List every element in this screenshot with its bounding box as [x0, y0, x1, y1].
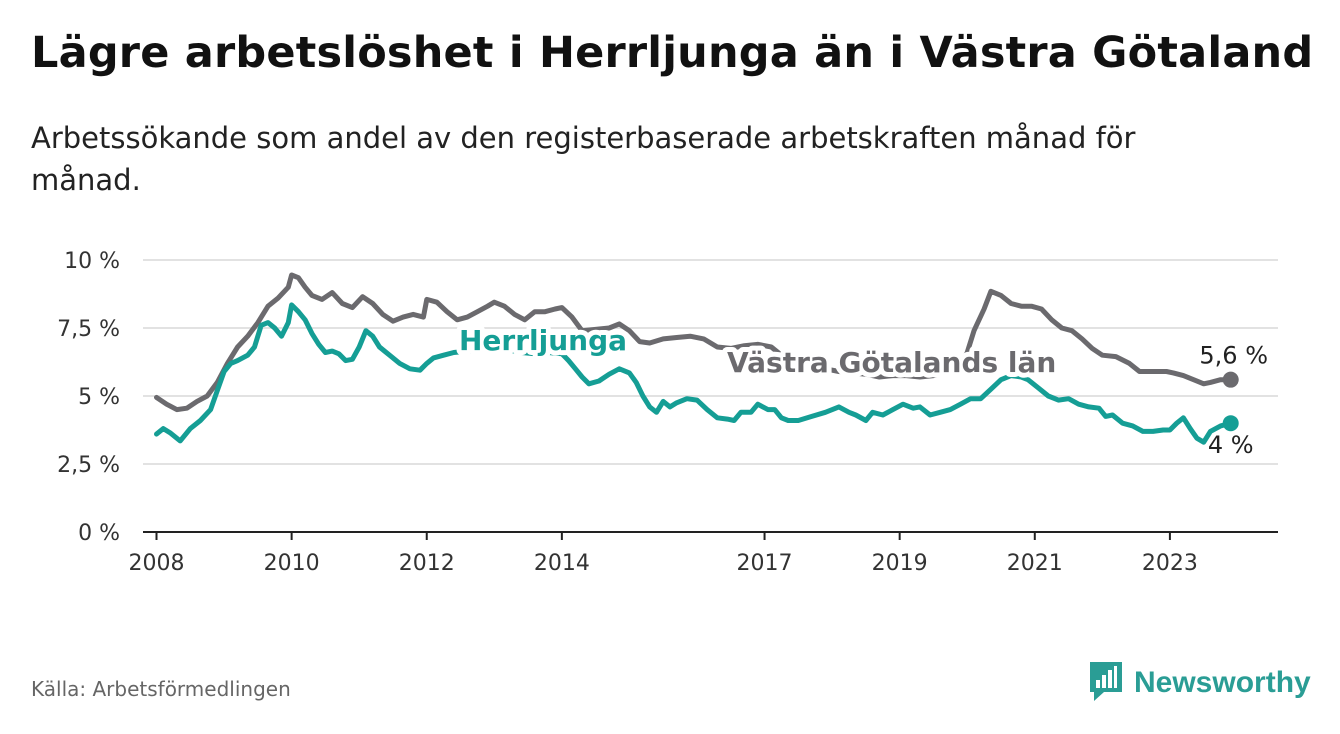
x-tick-label: 2012 [399, 551, 455, 576]
y-tick-label: 2,5 % [57, 453, 120, 478]
x-tick-label: 2021 [1007, 551, 1063, 576]
chart-title: Lägre arbetslöshet i Herrljunga än i Väs… [31, 28, 1314, 78]
x-tick-label: 2019 [872, 551, 928, 576]
x-tick-label: 2023 [1142, 551, 1198, 576]
source-note: Källa: Arbetsförmedlingen [31, 677, 291, 701]
y-tick-label: 10 % [64, 249, 120, 274]
x-tick-label: 2008 [129, 551, 185, 576]
series-lines [154, 272, 1239, 445]
end-label-herrljunga: 4 % [1208, 431, 1254, 459]
series-label-vastra-gotaland-halo: Västra Götalands län [727, 346, 1056, 379]
series-line-herrljunga [154, 302, 1234, 445]
y-tick-label: 5 % [78, 385, 120, 410]
series-label-herrljunga: Herrljunga [459, 324, 627, 357]
chart-subtitle: Arbetssökande som andel av den registerb… [31, 121, 1136, 197]
bar-chart-speech-bubble-icon [1088, 660, 1124, 706]
y-tick-label: 7,5 % [57, 317, 120, 342]
series-end-point [1222, 371, 1239, 388]
x-axis-ticks: 2008 2010 2012 2014 2017 2019 2021 2023 [129, 531, 1278, 576]
series-label-vastra-gotaland: Västra Götalands län [727, 346, 1056, 379]
series-end-point [1222, 415, 1239, 432]
brand-logo[interactable]: Newsworthy [1088, 660, 1311, 706]
x-tick-label: 2010 [264, 551, 320, 576]
y-axis-ticks: 0 % 2,5 % 5 % 7,5 % 10 % [57, 249, 120, 546]
brand-name: Newsworthy [1134, 666, 1311, 699]
series-label-herrljunga-halo: Herrljunga [459, 324, 627, 357]
x-tick-label: 2014 [534, 551, 590, 576]
end-label-vastra-gotaland: 5,6 % [1199, 342, 1268, 370]
y-tick-label: 0 % [78, 521, 120, 546]
x-tick-label: 2017 [737, 551, 793, 576]
series-line-vastra-gotaland [154, 272, 1234, 413]
grid-lines [143, 259, 1278, 465]
line-chart: 0 % 2,5 % 5 % 7,5 % 10 % 2008 2010 2012 2014 201… [57, 249, 1278, 576]
